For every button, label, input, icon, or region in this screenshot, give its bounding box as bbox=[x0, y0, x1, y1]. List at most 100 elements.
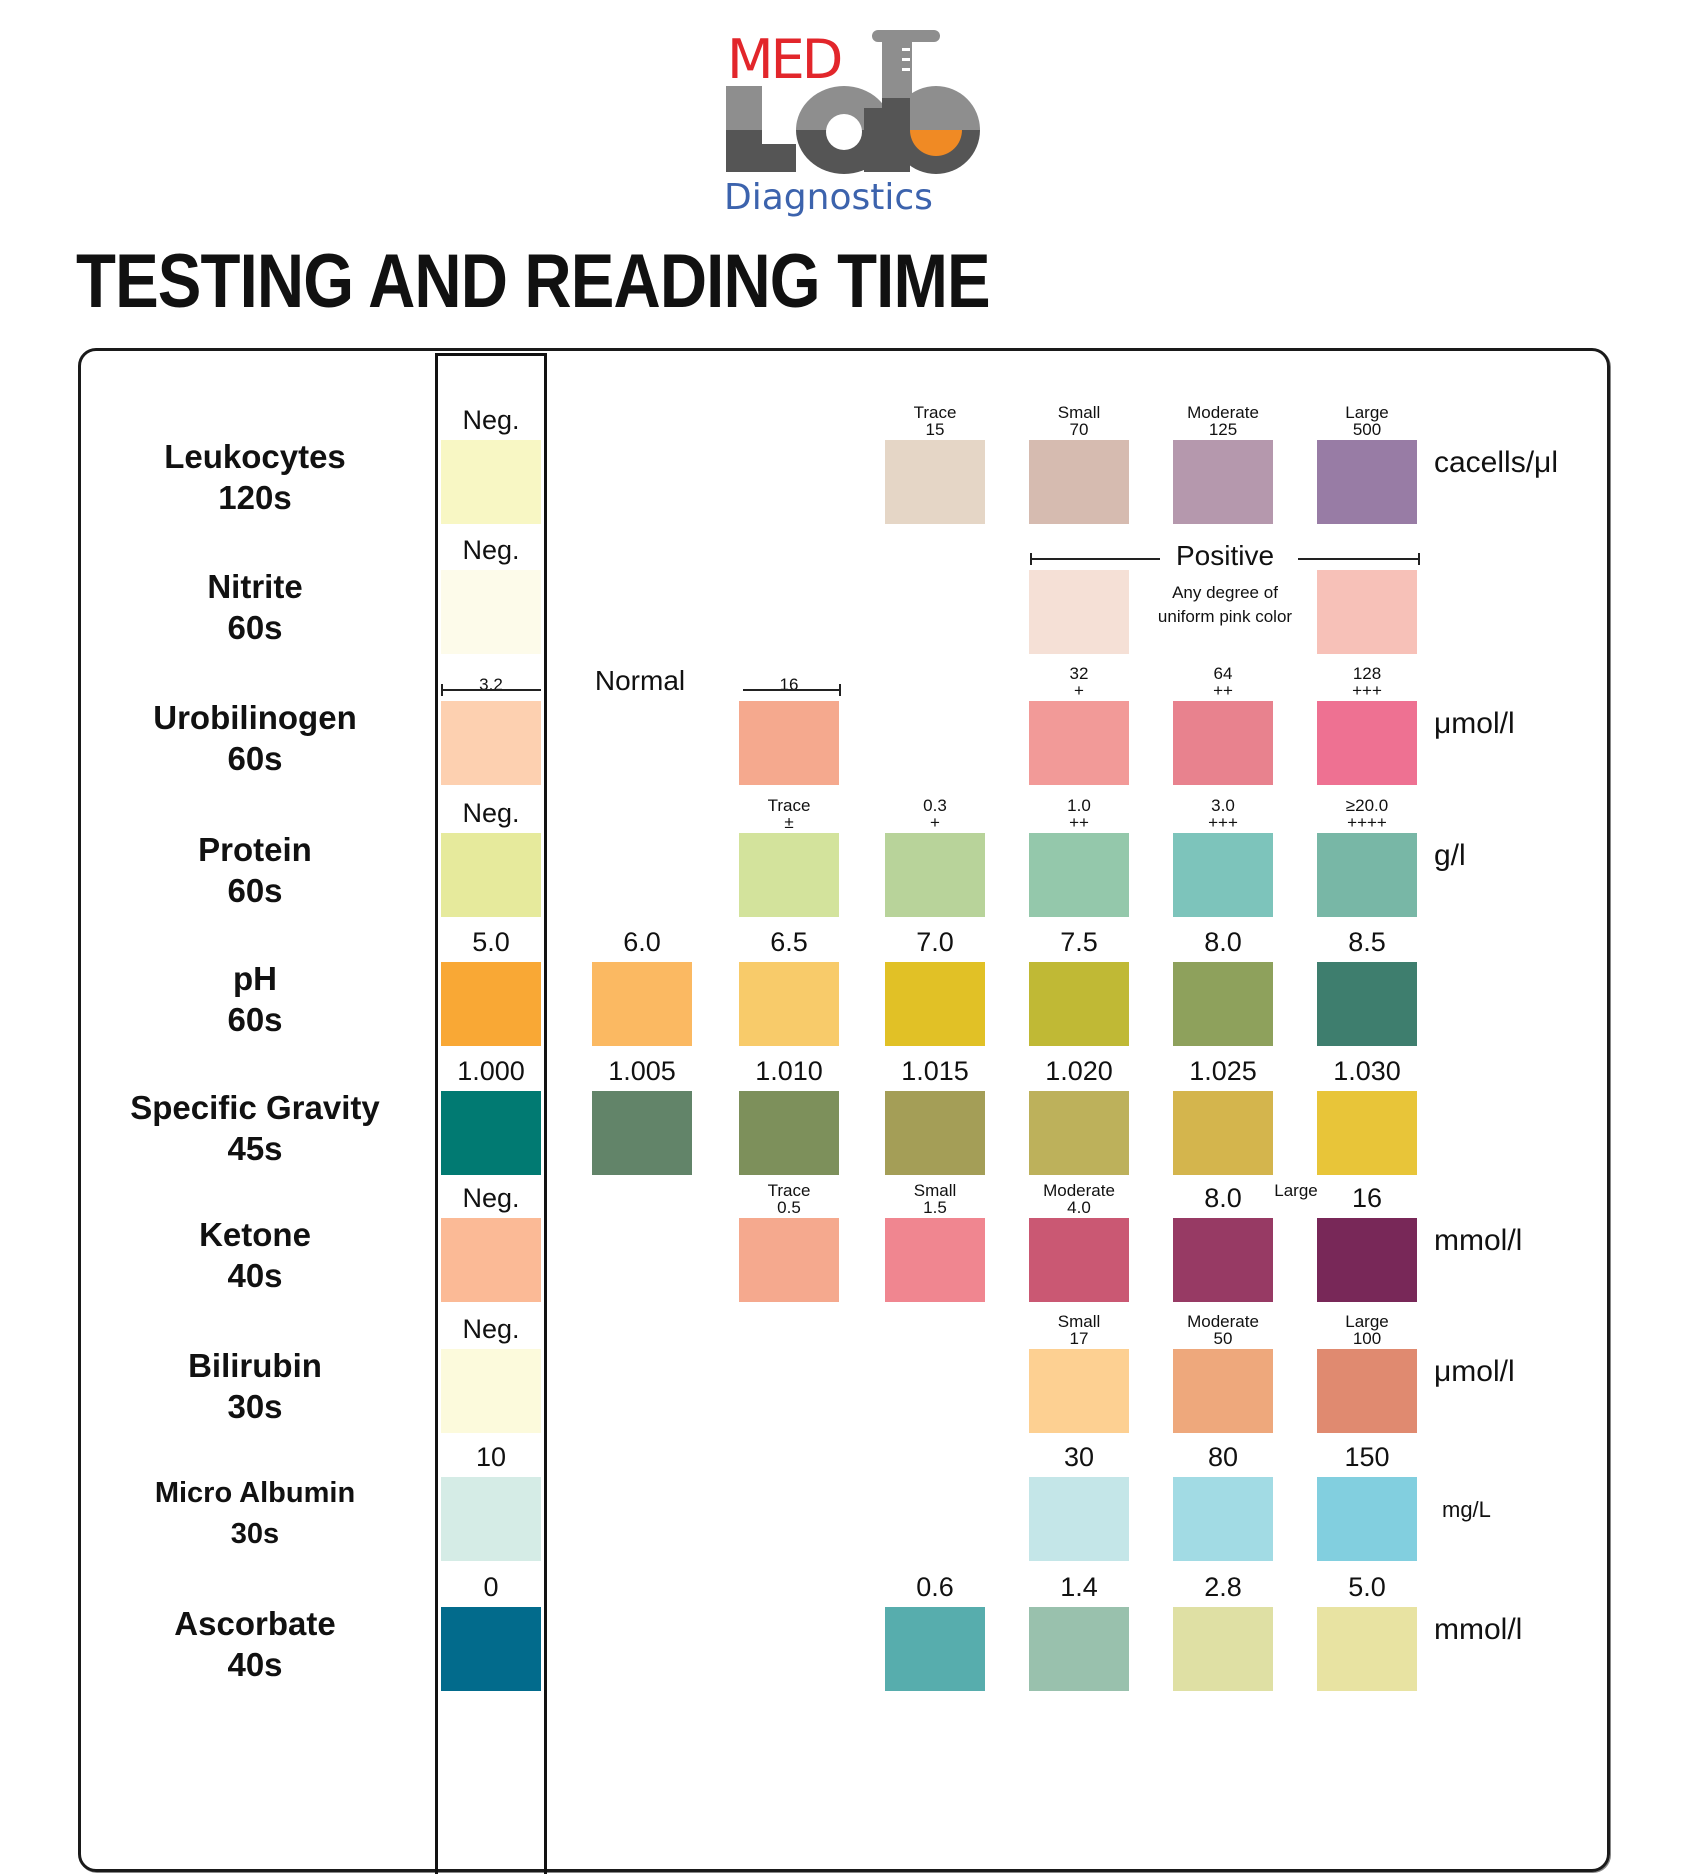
color-swatch bbox=[885, 440, 985, 524]
color-swatch bbox=[1317, 1218, 1417, 1302]
pad-label: Neg. bbox=[462, 535, 520, 565]
reading-time: 45s bbox=[227, 1130, 283, 1167]
pad-label-top: Large bbox=[1345, 1312, 1389, 1331]
reading-time: 60s bbox=[227, 1001, 283, 1038]
nitrite-note-line2: uniform pink color bbox=[1157, 607, 1293, 626]
pad-label-top: 0.3 bbox=[923, 796, 947, 815]
color-swatch bbox=[739, 962, 839, 1046]
pad-label: 1.025 bbox=[1189, 1056, 1257, 1086]
pad-label: 70 bbox=[1069, 420, 1089, 439]
color-swatch bbox=[1317, 833, 1417, 917]
pad-label: 30 bbox=[1063, 1442, 1095, 1472]
color-swatch bbox=[1029, 1607, 1129, 1691]
pad-label-top: 3.0 bbox=[1211, 796, 1235, 815]
color-swatch bbox=[1317, 701, 1417, 785]
pad-label: 0 bbox=[483, 1572, 499, 1602]
pad-label: Neg. bbox=[462, 1314, 520, 1344]
reading-time: 30s bbox=[227, 1388, 283, 1425]
pad-label: 50 bbox=[1213, 1329, 1233, 1348]
color-swatch bbox=[1173, 440, 1273, 524]
nitrite-note-line1: Any degree of bbox=[1172, 583, 1278, 602]
reading-time: 40s bbox=[227, 1257, 283, 1294]
analyte-name: Nitrite bbox=[207, 568, 303, 605]
color-swatch bbox=[885, 1091, 985, 1175]
negative-reference-column bbox=[435, 353, 547, 1874]
color-swatch bbox=[1173, 1218, 1273, 1302]
pad-label: 6.5 bbox=[770, 927, 808, 957]
normal-range-arrow-left bbox=[441, 684, 541, 696]
color-swatch bbox=[1317, 570, 1417, 654]
color-swatch bbox=[1317, 1607, 1417, 1691]
analyte-name: Bilirubin bbox=[188, 1347, 322, 1384]
unit-label: cacells/μl bbox=[1434, 446, 1558, 479]
color-swatch bbox=[739, 1091, 839, 1175]
color-swatch bbox=[441, 1607, 541, 1691]
pad-label: 0.6 bbox=[916, 1572, 954, 1602]
color-swatch bbox=[1317, 1349, 1417, 1433]
color-swatch bbox=[1173, 833, 1273, 917]
pad-label: 1.000 bbox=[457, 1056, 525, 1086]
pad-label: 7.5 bbox=[1060, 927, 1098, 957]
reading-time: 60s bbox=[227, 872, 283, 909]
pad-label: 150 bbox=[1344, 1442, 1390, 1472]
color-swatch bbox=[1317, 440, 1417, 524]
color-swatch bbox=[1029, 440, 1129, 524]
pad-label: 1.4 bbox=[1060, 1572, 1098, 1602]
pad-label: 8.0 bbox=[1204, 927, 1242, 957]
normal-range-arrow-right bbox=[743, 684, 841, 696]
pad-label-top: 1.0 bbox=[1067, 796, 1091, 815]
pad-label: 1.020 bbox=[1045, 1056, 1113, 1086]
pad-label: 4.0 bbox=[1067, 1198, 1091, 1217]
color-swatch bbox=[885, 1218, 985, 1302]
pad-label: 16 bbox=[779, 675, 799, 694]
color-swatch bbox=[1173, 1349, 1273, 1433]
pad-label: +++ bbox=[1208, 813, 1238, 832]
pad-label: 8.5 bbox=[1348, 927, 1386, 957]
color-swatch bbox=[441, 1349, 541, 1433]
pad-label-top: Small bbox=[913, 1181, 957, 1200]
color-swatch bbox=[1317, 1091, 1417, 1175]
pad-label: ++ bbox=[1213, 681, 1233, 700]
pad-label: 15 bbox=[925, 420, 945, 439]
pad-label: ++ bbox=[1069, 813, 1089, 832]
color-swatch bbox=[885, 833, 985, 917]
pad-label: 8.0 bbox=[1204, 1183, 1242, 1213]
color-swatch bbox=[441, 1477, 541, 1561]
color-swatch bbox=[1029, 570, 1129, 654]
color-swatch bbox=[1173, 1091, 1273, 1175]
reading-time: 60s bbox=[227, 740, 283, 777]
pad-label-top: Small bbox=[1057, 403, 1101, 422]
unit-label: mmol/l bbox=[1434, 1224, 1523, 1257]
color-swatch bbox=[1029, 1218, 1129, 1302]
pad-label: 1.010 bbox=[755, 1056, 823, 1086]
color-swatch bbox=[1029, 1091, 1129, 1175]
pad-label: 80 bbox=[1207, 1442, 1239, 1472]
color-swatch bbox=[1029, 701, 1129, 785]
color-swatch bbox=[441, 440, 541, 524]
color-swatch bbox=[441, 570, 541, 654]
page-title: TESTING AND READING TIME bbox=[76, 239, 991, 324]
pad-label: 17 bbox=[1069, 1329, 1089, 1348]
ketone-large-label: Large bbox=[1274, 1181, 1318, 1200]
pad-label-top: Large bbox=[1345, 403, 1389, 422]
analyte-name: Leukocytes bbox=[164, 438, 346, 475]
medlab-logo: MED Diagnostics bbox=[724, 28, 980, 218]
pad-label: 1.5 bbox=[923, 1198, 947, 1217]
pad-label-top: Small bbox=[1057, 1312, 1101, 1331]
pad-label: 2.8 bbox=[1204, 1572, 1242, 1602]
chart-frame bbox=[78, 348, 1610, 1872]
pad-label: 0.5 bbox=[777, 1198, 801, 1217]
color-swatch bbox=[1173, 701, 1273, 785]
pad-label: 10 bbox=[475, 1442, 507, 1472]
normal-label: Normal bbox=[594, 665, 686, 696]
pad-label: Neg. bbox=[462, 405, 520, 435]
color-swatch bbox=[1029, 833, 1129, 917]
positive-label: Positive bbox=[1175, 540, 1275, 571]
flask-icon bbox=[726, 30, 980, 174]
color-swatch bbox=[885, 1607, 985, 1691]
color-swatch bbox=[1029, 962, 1129, 1046]
color-swatch bbox=[592, 962, 692, 1046]
color-swatch bbox=[739, 833, 839, 917]
pad-label: Neg. bbox=[462, 1183, 520, 1213]
color-swatch bbox=[441, 701, 541, 785]
